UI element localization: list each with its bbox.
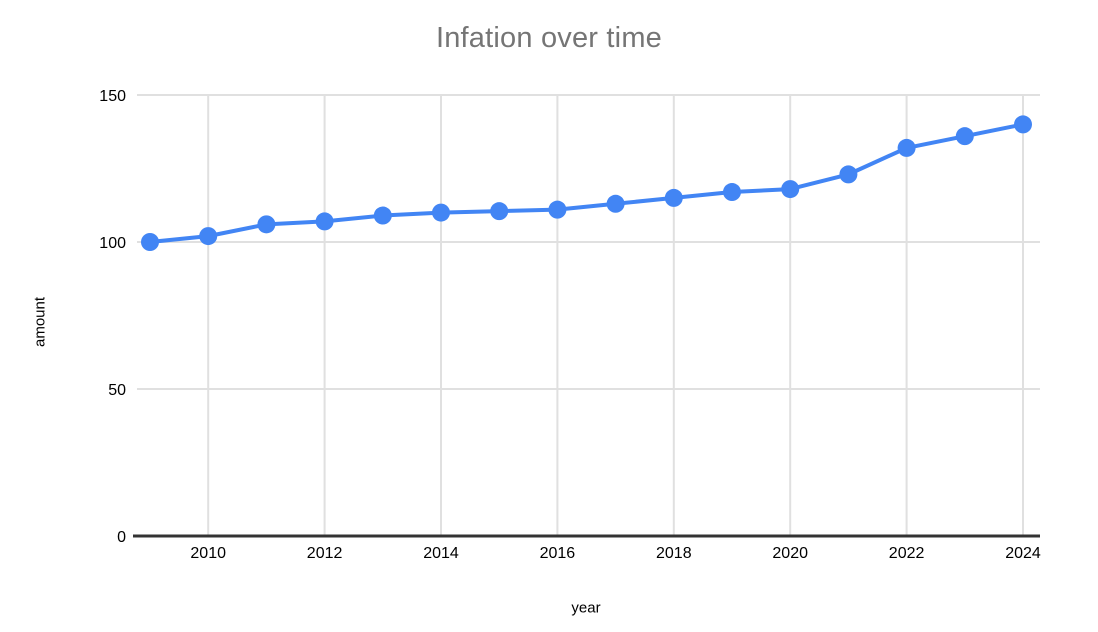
data-point [199,227,218,246]
y-tick-label: 50 [108,382,126,399]
x-tick-label: 2024 [1005,545,1041,562]
data-point [897,138,916,157]
data-point [257,215,276,234]
data-point [781,180,800,199]
data-point [432,203,450,222]
y-tick-label: 150 [99,88,126,105]
data-point [141,233,159,251]
y-tick-label: 0 [117,529,126,546]
data-point [839,165,858,184]
x-tick-label: 2012 [307,545,343,562]
data-point [606,194,625,213]
data-point [1014,115,1032,134]
data-point [373,206,392,225]
x-tick-label: 2018 [656,545,692,562]
data-point [490,202,509,221]
x-tick-label: 2022 [889,545,925,562]
x-tick-label: 2016 [540,545,576,562]
data-point [315,212,334,231]
data-line [148,122,1025,244]
y-tick-label: 100 [99,235,126,252]
x-tick-label: 2014 [423,545,459,562]
x-tick-label: 2010 [190,545,226,562]
data-point [955,127,974,146]
x-axis-title: year [571,599,601,617]
chart-title: Infation over time [435,22,663,54]
data-point [664,188,683,207]
data-point [548,200,567,219]
data-point [723,183,741,202]
x-tick-label: 2020 [772,545,808,562]
